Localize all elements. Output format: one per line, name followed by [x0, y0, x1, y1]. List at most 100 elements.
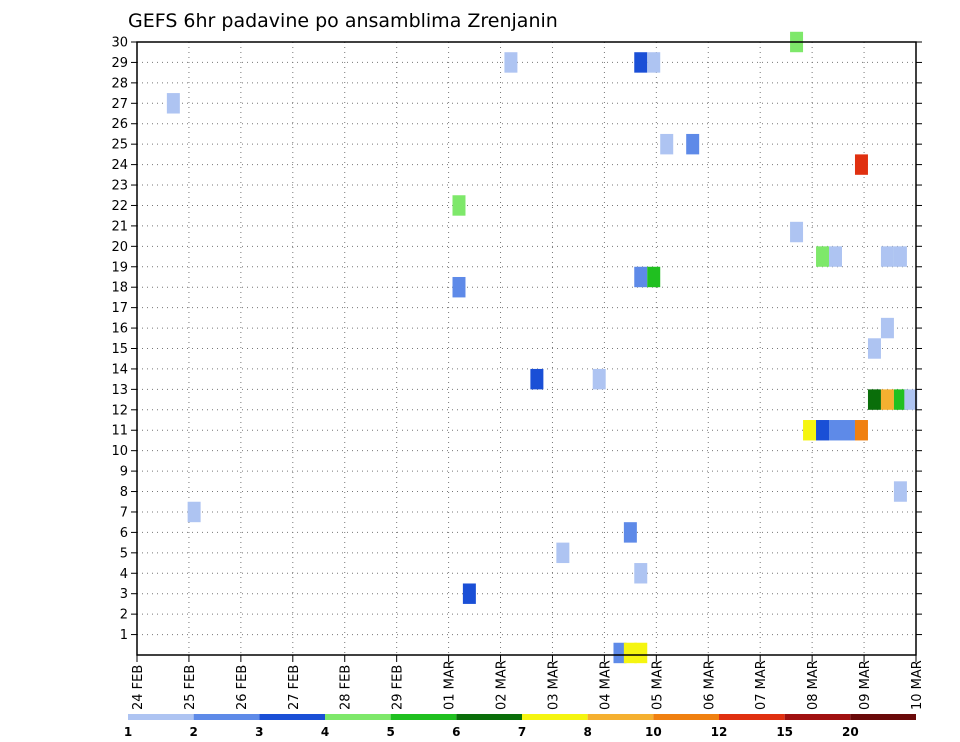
colorbar-label: 1 — [124, 725, 132, 739]
y-tick-label: 21 — [111, 219, 128, 234]
precip-cell — [504, 52, 518, 73]
precip-cell — [452, 195, 466, 216]
y-tick-label: 8 — [120, 485, 128, 500]
x-tick-label: 02 MAR — [495, 660, 510, 710]
colorbar-label: 4 — [321, 725, 329, 739]
y-tick-label: 13 — [111, 383, 128, 398]
y-tick-label: 16 — [111, 322, 128, 337]
precip-cell — [854, 420, 868, 441]
y-tick-label: 22 — [111, 199, 128, 214]
colorbar-segment — [587, 714, 654, 720]
colorbar-label: 6 — [452, 725, 460, 739]
x-tick-label: 27 FEB — [287, 665, 302, 710]
precip-cell — [867, 389, 881, 410]
y-tick-label: 25 — [111, 138, 128, 153]
colorbar-label: 2 — [189, 725, 197, 739]
precip-cell — [841, 420, 855, 441]
precip-cell — [790, 221, 804, 243]
y-tick-label: 19 — [111, 260, 128, 275]
precip-cell — [592, 368, 606, 390]
x-tick-label: 03 MAR — [546, 660, 561, 710]
colorbar-segment — [784, 714, 851, 720]
y-tick-label: 4 — [120, 567, 128, 582]
colorbar-label: 15 — [776, 725, 793, 739]
colorbar-label: 7 — [518, 725, 526, 739]
precip-cell — [816, 246, 830, 267]
colorbar-label: 20 — [842, 725, 859, 739]
y-tick-label: 3 — [120, 587, 128, 602]
precip-cell — [893, 246, 907, 267]
precip-cell — [803, 420, 817, 441]
precip-cell — [829, 246, 842, 267]
precip-cell — [634, 52, 648, 73]
y-tick-label: 30 — [111, 36, 128, 51]
colorbar-label: 10 — [645, 725, 662, 739]
y-tick-label: 20 — [111, 240, 128, 255]
y-tick-label: 14 — [111, 362, 128, 377]
x-tick-label: 09 MAR — [858, 660, 873, 710]
x-tick-label: 24 FEB — [131, 665, 146, 710]
precip-cell — [647, 266, 661, 288]
precip-cell — [867, 338, 881, 359]
precip-cell — [660, 133, 674, 155]
y-tick-label: 27 — [111, 97, 128, 112]
colorbar-segment — [390, 714, 457, 720]
precip-cell — [880, 389, 894, 410]
colorbar-segment — [719, 714, 785, 720]
colorbar-segment — [325, 714, 391, 720]
chart-title: GEFS 6hr padavine po ansamblima Zrenjani… — [128, 10, 558, 32]
precip-cell — [166, 93, 180, 114]
colorbar-segment — [128, 714, 194, 720]
y-tick-label: 18 — [111, 281, 128, 296]
precip-cell — [893, 481, 907, 502]
colorbar-legend: 1 2 3 4 5 6 7 8 10 12 15 20 — [124, 714, 916, 739]
precip-cell — [187, 501, 201, 523]
colorbar-segment — [456, 714, 522, 720]
precip-cell — [634, 266, 648, 288]
y-tick-label: 2 — [120, 608, 128, 623]
y-tick-label: 7 — [120, 505, 128, 520]
colorbar-label: 5 — [386, 725, 394, 739]
y-tick-label: 5 — [120, 546, 128, 561]
precip-cell — [556, 542, 570, 564]
precip-cell — [462, 583, 476, 604]
y-tick-label: 11 — [111, 424, 128, 439]
x-tick-label: 07 MAR — [754, 660, 769, 710]
x-tick-label: 05 MAR — [650, 660, 665, 710]
y-tick-label: 29 — [111, 56, 128, 71]
precip-cell — [613, 642, 627, 664]
y-tick-label: 6 — [120, 526, 128, 541]
y-tick-label: 28 — [111, 76, 128, 91]
y-tick-label: 9 — [120, 465, 128, 480]
x-tick-label: 01 MAR — [443, 660, 458, 710]
colorbar-segment — [259, 714, 325, 720]
y-tick-label: 23 — [111, 179, 128, 194]
precip-cell — [880, 246, 894, 267]
precip-cell — [893, 389, 907, 410]
x-tick-label: 06 MAR — [702, 660, 717, 710]
x-tick-label: 04 MAR — [598, 660, 613, 710]
colorbar-segment — [522, 714, 588, 720]
precip-cell — [452, 276, 466, 298]
precip-cell — [530, 368, 544, 390]
plot-frame — [136, 41, 917, 656]
x-tick-label: 08 MAR — [806, 660, 821, 710]
x-tick-label: 29 FEB — [391, 665, 406, 710]
x-tick-label: 28 FEB — [339, 665, 354, 710]
grid-lines — [137, 41, 916, 655]
precip-cell — [623, 522, 637, 543]
precip-cell — [880, 317, 894, 339]
colorbar-label: 3 — [255, 725, 263, 739]
precip-cell — [854, 154, 868, 175]
y-axis: 1234567891011121314151617181920212223242… — [111, 36, 922, 643]
precip-cell — [647, 52, 661, 73]
x-tick-label: 10 MAR — [910, 660, 925, 710]
y-tick-label: 24 — [111, 158, 128, 173]
y-tick-label: 10 — [111, 444, 128, 459]
precip-cell — [816, 420, 830, 441]
y-tick-label: 12 — [111, 403, 128, 418]
precip-cell — [829, 420, 842, 441]
precip-cell — [634, 642, 648, 664]
precip-cell — [634, 563, 648, 584]
y-tick-label: 1 — [120, 628, 128, 643]
